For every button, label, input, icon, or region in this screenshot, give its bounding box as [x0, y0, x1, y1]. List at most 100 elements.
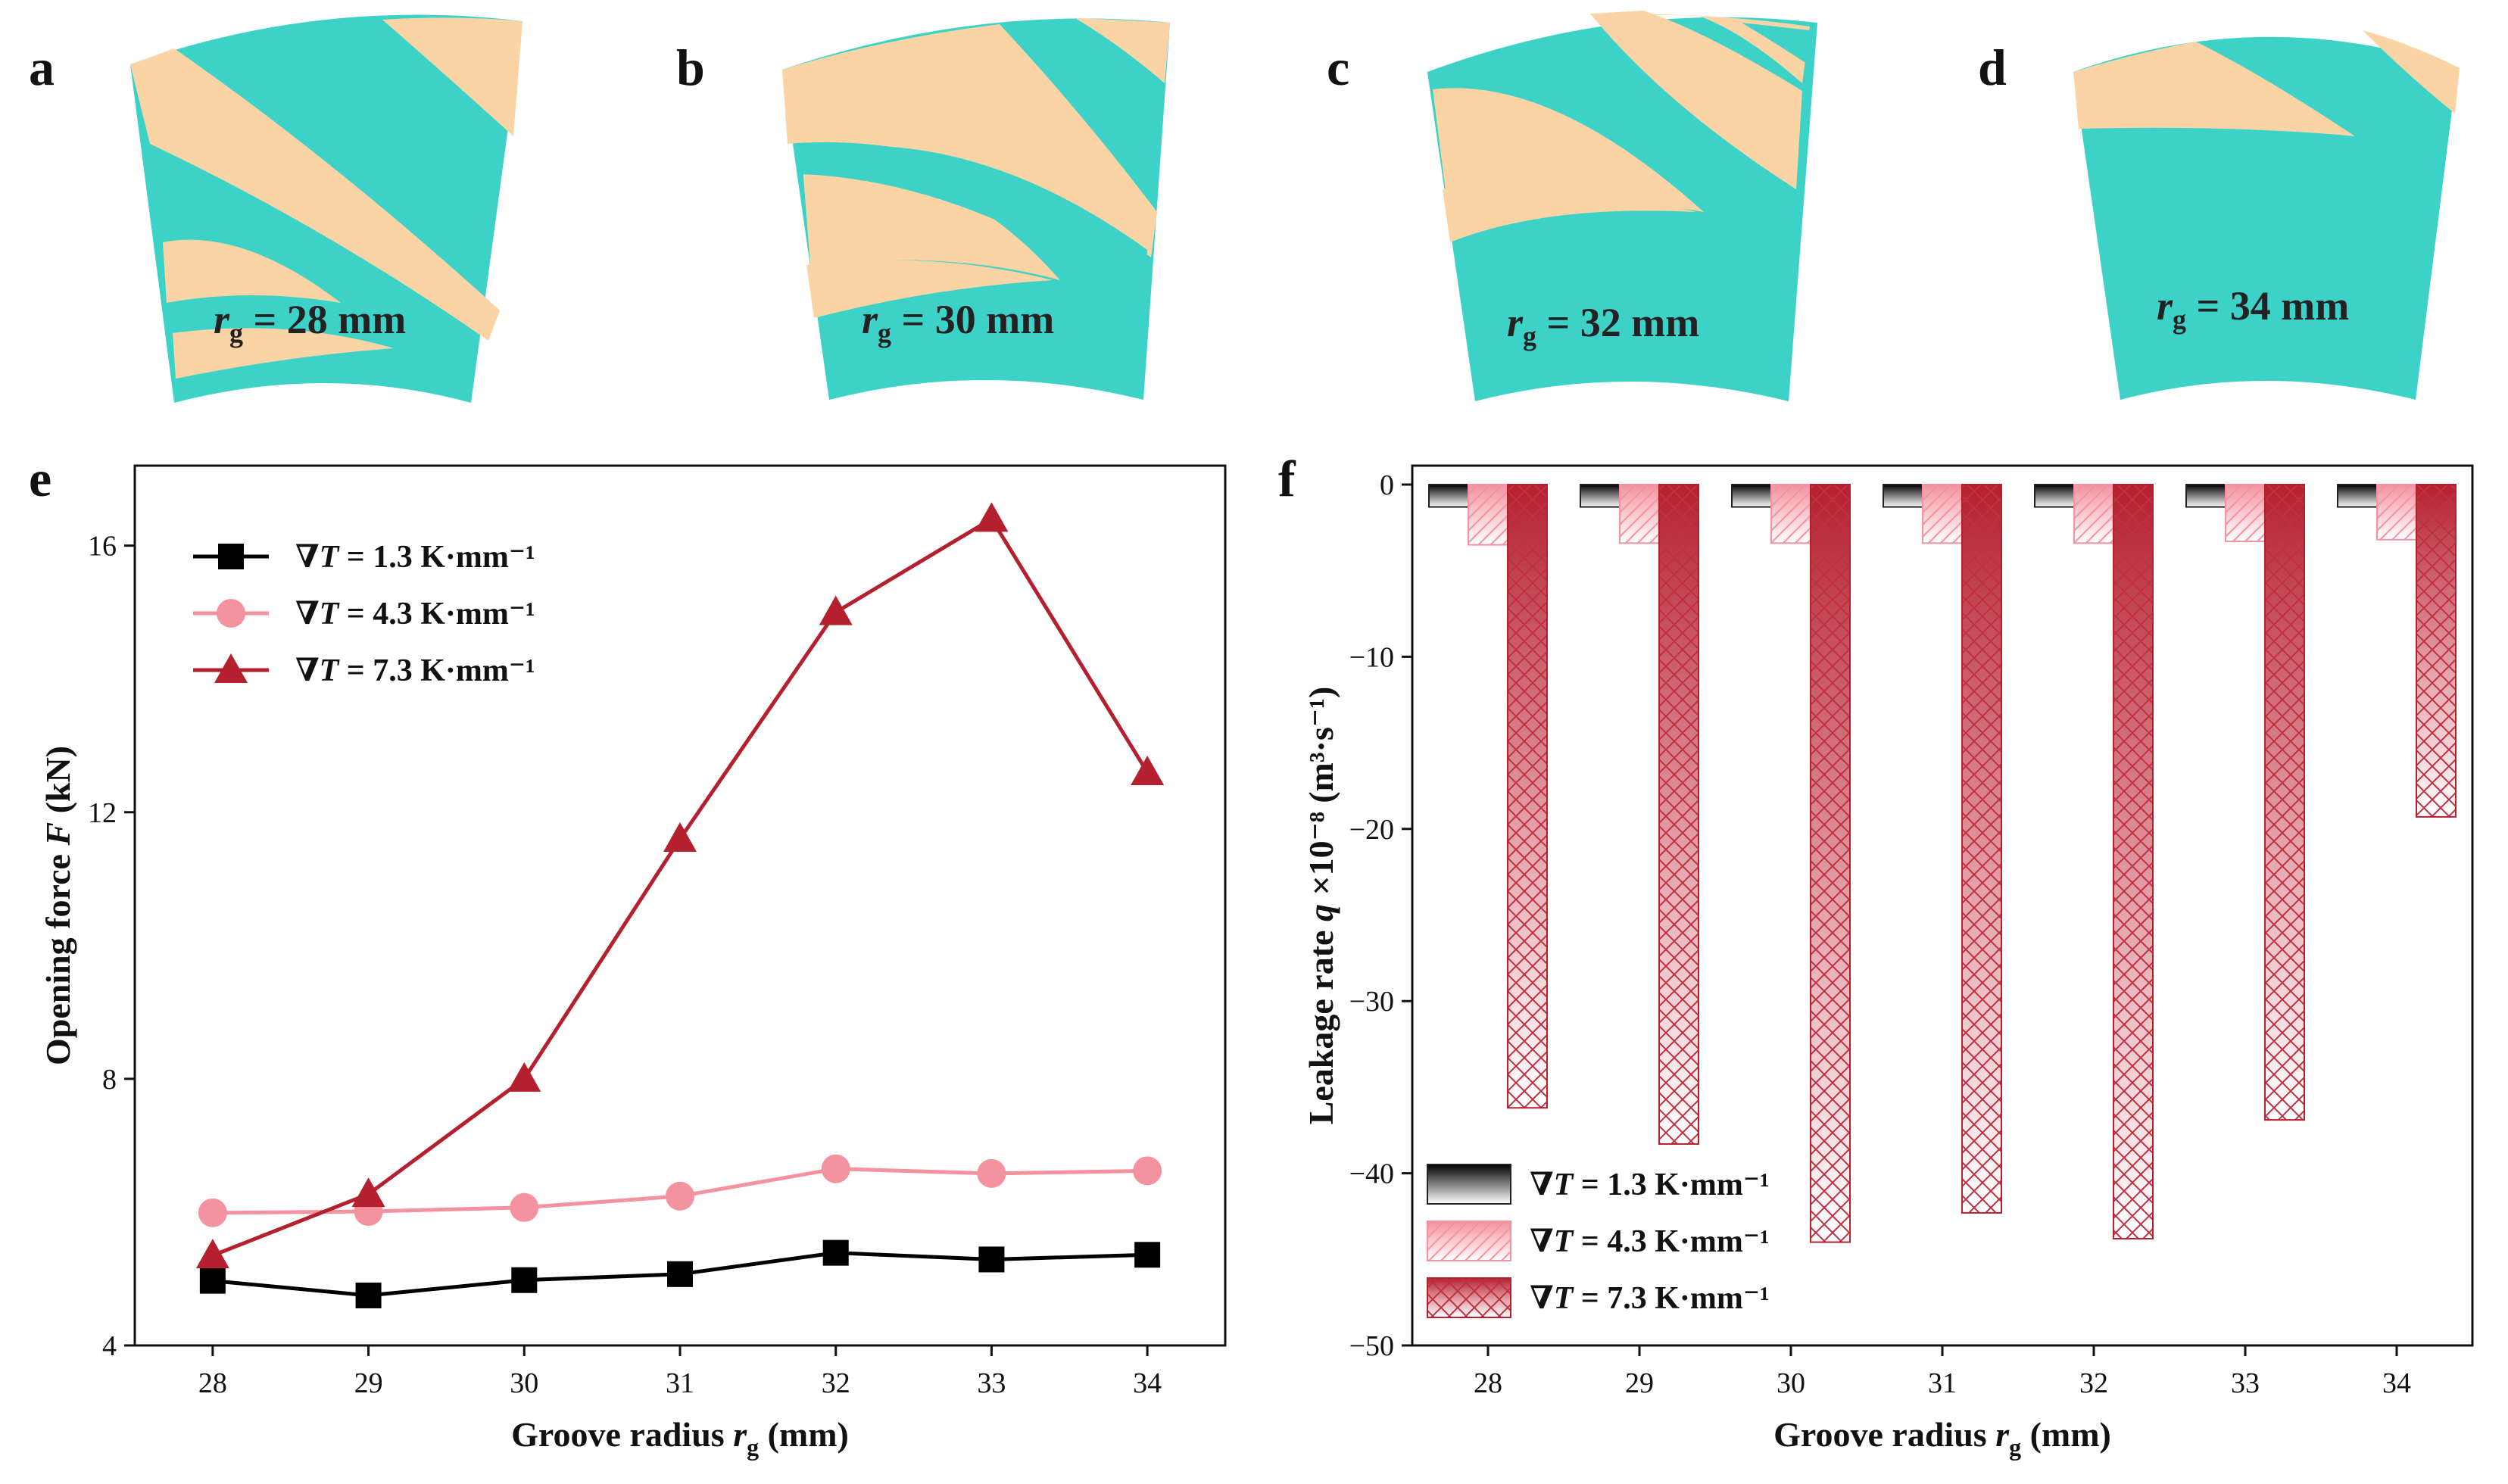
- bar-series-1: [2185, 484, 2226, 508]
- bar-series-2: [2376, 484, 2417, 541]
- bar-hatch: [1468, 485, 1508, 545]
- legend-swatch-2: [1427, 1221, 1511, 1261]
- bar-hatch: [1620, 485, 1659, 544]
- bar-series-2: [1468, 484, 1508, 546]
- bar-series-2: [1922, 484, 1963, 544]
- bar-outline: [2264, 484, 2305, 1121]
- panel-letter-c: c: [1327, 39, 1349, 96]
- data-point-series-1: [355, 1282, 382, 1308]
- data-point-series-2: [198, 1198, 227, 1227]
- bar-series-1: [1428, 484, 1469, 508]
- x-tick-label: 30: [510, 1367, 538, 1399]
- bar-fill: [1732, 485, 1771, 507]
- data-point-series-3: [195, 1239, 229, 1269]
- bar-hatch: [1508, 485, 1547, 1108]
- groove-sector-d: [2073, 30, 2460, 400]
- data-point-series-1: [978, 1246, 1005, 1273]
- bar-outline: [1507, 484, 1548, 1109]
- panel-letter-d: d: [1978, 39, 2007, 96]
- bar-hatch: [1811, 485, 1850, 1242]
- bar-series-3: [1507, 484, 1548, 1109]
- data-point-series-2: [1133, 1156, 1162, 1186]
- bar-fill: [1883, 485, 1923, 507]
- legend-swatch-outline: [1427, 1164, 1511, 1205]
- panel-letter-a: a: [29, 39, 55, 96]
- data-point-series-1: [511, 1267, 538, 1293]
- panel-a: a rg = 28 mm: [29, 14, 522, 404]
- groove-radius-label-a: rg = 28 mm: [214, 297, 406, 348]
- x-tick-label: 34: [1133, 1367, 1162, 1399]
- series-markers-e: [195, 502, 1165, 1308]
- legend-f: ∇T = 1.3 K·mm⁻¹ ∇T = 4.3 K·mm⁻¹ ∇T = 7.3 K…: [1427, 1164, 1770, 1318]
- legend-swatch-1: [1427, 1164, 1511, 1205]
- legend-swatch-fill: [1427, 1164, 1511, 1204]
- y-tick-label: −40: [1349, 1158, 1394, 1190]
- panel-letter-f: f: [1278, 450, 1296, 507]
- data-point-series-1: [667, 1261, 693, 1287]
- legend-swatch-hatch: [1427, 1221, 1511, 1261]
- legend-entry-1: ∇T = 1.3 K·mm⁻¹: [1530, 1168, 1770, 1202]
- bar-hatch: [1923, 485, 1962, 544]
- bar-hatch: [2113, 485, 2153, 1239]
- legend-e: ∇T = 1.3 K·mm⁻¹ ∇T = 4.3 K·mm⁻¹ ∇T = 7.3 K…: [193, 540, 535, 688]
- bar-fill: [1429, 485, 1468, 507]
- panel-b: b rg = 30 mm: [676, 18, 1170, 400]
- bar-series-1: [2337, 484, 2378, 508]
- bar-series-3: [2113, 484, 2154, 1240]
- y-tick-label: −30: [1349, 986, 1394, 1018]
- panel-letter-e: e: [29, 450, 51, 507]
- data-point-series-3: [1131, 755, 1165, 785]
- data-point-series-3: [663, 822, 697, 852]
- bar-outline: [1658, 484, 1699, 1145]
- y-tick-label: 12: [88, 797, 117, 829]
- bar-hatch: [1659, 485, 1699, 1144]
- groove-radius-label-c: rg = 32 mm: [1507, 300, 1699, 351]
- panel-letter-b: b: [676, 39, 705, 96]
- legend-swatch-3: [1427, 1277, 1511, 1318]
- x-axis-e: 28 29 30 31 32 33 34: [198, 1345, 1162, 1399]
- bar-hatch: [2226, 485, 2265, 542]
- y-axis-e: 4 8 12 16: [88, 531, 135, 1362]
- y-axis-title-f: Leakage rate q ×10⁻⁸ (m³·s⁻¹): [1302, 687, 1340, 1125]
- bar-series-2: [2073, 484, 2114, 544]
- bar-series-1: [1580, 484, 1621, 508]
- bar-series-2: [2225, 484, 2266, 543]
- bar-outline: [1810, 484, 1851, 1243]
- bar-hatch: [2265, 485, 2304, 1121]
- bar-hatch: [1771, 485, 1811, 544]
- x-tick-label: 31: [666, 1367, 694, 1399]
- bar-series-1: [1731, 484, 1772, 508]
- x-tick-label: 28: [1474, 1367, 1502, 1399]
- data-point-series-3: [351, 1177, 385, 1208]
- bar-fill: [2186, 485, 2226, 507]
- x-tick-label: 33: [977, 1367, 1006, 1399]
- groove-sector-a: [130, 14, 522, 404]
- bar-series-3: [2264, 484, 2305, 1121]
- data-point-series-1: [822, 1239, 849, 1266]
- legend-entry-2: ∇T = 4.3 K·mm⁻¹: [1530, 1224, 1770, 1259]
- x-axis-title-e: Groove radius rg (mm): [511, 1415, 849, 1461]
- bars-f: [1428, 484, 2457, 1243]
- x-tick-label: 32: [2079, 1367, 2108, 1399]
- x-tick-label: 28: [198, 1367, 227, 1399]
- bar-series-2: [1770, 484, 1811, 544]
- groove-sector-b: [782, 18, 1170, 400]
- data-point-series-2: [977, 1158, 1006, 1188]
- bar-series-3: [2416, 484, 2457, 818]
- legend-entry-1: ∇T = 1.3 K·mm⁻¹: [295, 540, 535, 575]
- bar-outline: [1961, 484, 2002, 1214]
- plot-frame-f: [1411, 464, 2474, 1347]
- x-axis-f: 28 29 30 31 32 33 34: [1474, 1345, 2411, 1399]
- legend-swatch-outline: [1427, 1277, 1511, 1318]
- groove-pattern-panels: a rg = 28 mm b rg = 3: [29, 11, 2460, 404]
- data-point-series-1: [1134, 1242, 1161, 1268]
- bar-series-3: [1961, 484, 2002, 1214]
- legend-swatch-outline: [1427, 1221, 1511, 1261]
- bar-fill: [1580, 485, 1620, 507]
- y-tick-label: −50: [1349, 1330, 1394, 1362]
- x-tick-label: 31: [1928, 1367, 1957, 1399]
- legend-swatch-hatch: [1427, 1278, 1511, 1317]
- bar-series-3: [1658, 484, 1699, 1145]
